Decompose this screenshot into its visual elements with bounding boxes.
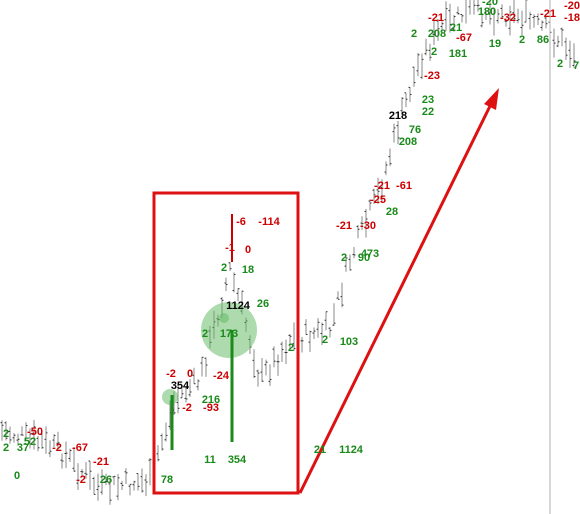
delta-label: 18 xyxy=(242,264,254,276)
delta-label: 216 xyxy=(202,394,220,406)
delta-label: -20 xyxy=(564,0,580,12)
delta-label: 2 xyxy=(519,34,525,46)
delta-label: 1124 xyxy=(226,300,251,312)
delta-label: 2 xyxy=(557,58,563,70)
delta-label: -93 xyxy=(203,402,219,414)
delta-label: -67 xyxy=(456,32,472,44)
delta-label: 208 xyxy=(399,136,417,148)
delta-label: 181 xyxy=(449,48,467,60)
delta-label: 0 xyxy=(14,470,20,482)
delta-label: -21 xyxy=(540,8,556,20)
delta-label: 78 xyxy=(161,474,173,486)
delta-label: 103 xyxy=(340,336,358,348)
delta-label: -67 xyxy=(72,442,88,454)
delta-label: 19 xyxy=(489,38,501,50)
delta-label: -18 xyxy=(564,12,580,24)
delta-label: -30 xyxy=(360,220,376,232)
delta-label: 208 xyxy=(428,28,446,40)
delta-label: 11 xyxy=(204,454,216,466)
delta-label: 26 xyxy=(100,474,112,486)
volume-bubble xyxy=(201,302,257,358)
delta-label: -24 xyxy=(213,370,230,382)
highlight-box xyxy=(152,191,300,495)
delta-label: 26 xyxy=(257,298,269,310)
delta-label: 180 xyxy=(478,6,496,18)
delta-label: 2 xyxy=(202,328,208,340)
delta-label: 218 xyxy=(389,110,407,122)
delta-label: 2 xyxy=(221,262,227,274)
trend-arrow xyxy=(298,101,494,494)
delta-label: -1 xyxy=(225,242,235,254)
delta-label: 1124 xyxy=(339,444,364,456)
delta-label: 21 xyxy=(314,444,326,456)
delta-label: 37 xyxy=(17,442,29,454)
delta-label: 7 xyxy=(573,60,579,72)
delta-label: -61 xyxy=(396,180,412,192)
delta-label: 2 xyxy=(341,252,347,264)
delta-label: 354 xyxy=(228,454,247,466)
delta-label: -2 xyxy=(52,442,62,454)
delta-label: 21 xyxy=(450,22,462,34)
delta-label: 22 xyxy=(422,106,434,118)
delta-label: -32 xyxy=(500,12,516,24)
delta-label: 2 xyxy=(3,428,9,440)
delta-label: -2 xyxy=(76,474,86,486)
delta-label: -25 xyxy=(370,194,386,206)
price-bars xyxy=(0,0,576,505)
delta-label: 90 xyxy=(358,252,370,264)
delta-label: -23 xyxy=(424,70,440,82)
volume-bubble xyxy=(162,389,178,405)
delta-label: 76 xyxy=(409,124,421,136)
delta-label: -2 xyxy=(166,368,176,380)
delta-label: 0 xyxy=(245,244,251,256)
delta-label: 86 xyxy=(537,34,549,46)
delta-label: 2 xyxy=(3,442,9,454)
delta-label: 2 xyxy=(322,334,328,346)
delta-label: 473 xyxy=(361,248,379,260)
delta-label: -21 xyxy=(93,456,109,468)
delta-label: -6 xyxy=(236,216,246,228)
volume-bubble xyxy=(219,313,229,323)
delta-label: -50 xyxy=(27,426,43,438)
arrow-head xyxy=(484,88,499,110)
delta-label: -21 xyxy=(336,220,352,232)
delta-label: -2 xyxy=(182,402,192,414)
delta-label: 28 xyxy=(386,206,398,218)
delta-label: 2 xyxy=(431,46,437,58)
delta-label: 2 xyxy=(411,28,417,40)
delta-label: 52 xyxy=(24,436,36,448)
delta-label: 173 xyxy=(220,328,238,340)
delta-label: 23 xyxy=(422,94,434,106)
delta-label: -21 xyxy=(428,12,444,24)
delta-label: 354 xyxy=(171,380,190,392)
delta-label: -114 xyxy=(258,216,280,228)
delta-label: 2 xyxy=(288,342,294,354)
delta-label: -21 xyxy=(374,180,390,192)
delta-label: 0 xyxy=(187,368,193,380)
delta-label: -20 xyxy=(482,0,498,8)
